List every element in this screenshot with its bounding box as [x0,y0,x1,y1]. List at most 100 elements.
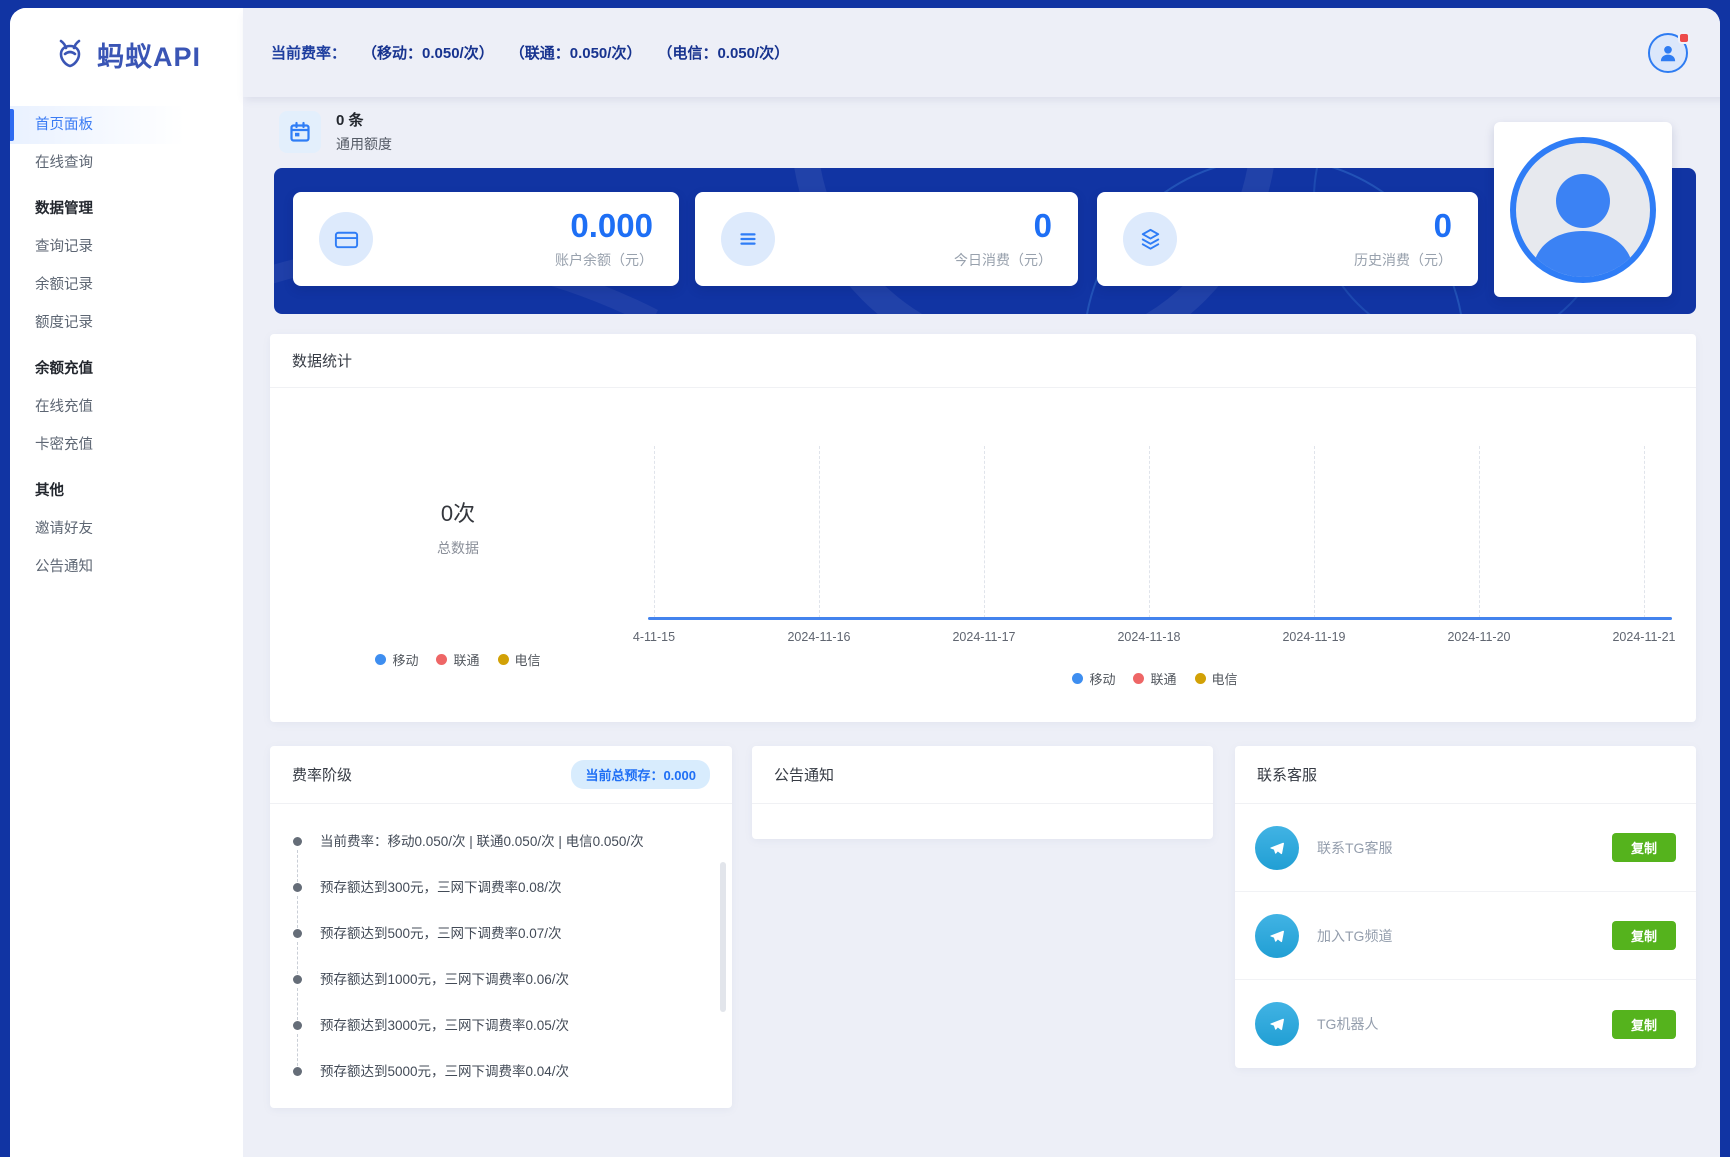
bottom-row: 费率阶级 当前总预存：0.000 当前费率：移动0.050/次 | 联通0.05… [270,746,1696,1108]
legend-dot [497,654,509,665]
current-fee-rates: 当前费率： （移动：0.050/次） （联通：0.050/次） （电信：0.050/… [271,42,789,63]
sidebar-item[interactable]: 公告通知 [35,559,93,575]
stats-banner: 0.000 账户余额（元） 0 今日消费（元） [274,122,1696,314]
layers-icon [1123,212,1177,266]
x-axis-label: 2024-11-21 [1612,630,1676,644]
gridline [984,446,985,618]
sidebar-item[interactable]: 额度记录 [35,315,93,331]
chart-legend-left: 移动 联通 电信 [270,650,646,669]
notice-header: 公告通知 [752,746,1213,804]
legend-dot [375,654,387,665]
copy-button[interactable]: 复制 [1611,921,1676,950]
support-header: 联系客服 [1235,746,1696,804]
support-list: 联系TG客服 复制 加入TG频道 复制 [1235,804,1696,1068]
fee-label: 当前费率： [271,45,347,62]
gridline [654,446,655,618]
gridline [1149,446,1150,618]
rate-tier-item: 预存额达到300元，三网下调费率0.08/次 [270,878,732,928]
x-axis-label: 4-11-15 [632,630,676,644]
notice-body [752,804,1213,839]
quota-count: 0 条 [336,112,364,129]
rate-tier-item: 预存额达到3000元，三网下调费率0.05/次 [270,1016,732,1066]
profile-avatar-card [1494,122,1672,297]
notification-badge-dot [1678,31,1690,44]
notice-panel: 公告通知 [752,746,1213,839]
fee-rate-segment: （移动：0.050/次） [362,45,494,62]
legend-item[interactable]: 移动 [375,650,418,669]
sidebar-item[interactable]: 首页面板 [10,106,243,144]
calendar-icon [279,110,321,153]
legend-dot [436,654,448,665]
rate-tier-item: 当前费率：移动0.050/次 | 联通0.050/次 | 电信0.050/次 [270,832,732,882]
app-window: 蚂蚁API 首页面板 在线查询 数据管理 查询记录 余额记录 额度记录 余额充值 在线充值 卡密… [10,8,1720,1157]
chart-total-label: 总数据 [437,540,479,556]
person-icon [1532,173,1634,277]
chart-total-block: 0次 总数据 [388,496,528,558]
today-spend-value: 0 [1033,206,1052,244]
support-row: 加入TG频道 复制 [1235,892,1696,980]
sidebar-item[interactable]: 在线充值 [35,399,93,415]
legend-dot [1072,673,1084,684]
sidebar-item[interactable]: 数据管理 [35,201,93,217]
history-spend-value: 0 [1433,206,1452,244]
support-panel: 联系客服 联系TG客服 复制 [1235,746,1696,1068]
support-row: TG机器人 复制 [1235,980,1696,1068]
stat-card-balance: 0.000 账户余额（元） [293,192,679,286]
telegram-icon [1255,1002,1299,1046]
copy-button[interactable]: 复制 [1611,1009,1676,1039]
rate-tier-panel: 费率阶级 当前总预存：0.000 当前费率：移动0.050/次 | 联通0.05… [270,746,732,1108]
rate-tier-header: 费率阶级 当前总预存：0.000 [270,746,732,804]
x-axis-label: 2024-11-20 [1447,630,1511,644]
sidebar-item[interactable]: 查询记录 [35,239,93,255]
topbar: 当前费率： （移动：0.050/次） （联通：0.050/次） （电信：0.050/… [243,8,1720,97]
data-statistics-panel: 数据统计 0次 总数据 4-11-15 2024-11-16 2024-11-17 2… [270,334,1696,722]
support-title: 联系客服 [1257,767,1318,784]
legend-item[interactable]: 移动 [1072,669,1115,688]
legend-label: 移动 [392,653,419,668]
telegram-icon [1255,913,1299,958]
chart-area: 0次 总数据 4-11-15 2024-11-16 2024-11-17 2024-1… [270,388,1696,722]
sidebar-item[interactable]: 余额记录 [35,277,93,293]
sidebar-item[interactable]: 邀请好友 [35,521,93,537]
chart-title: 数据统计 [292,353,353,370]
telegram-icon [1255,825,1299,870]
sidebar-item[interactable]: 卡密充值 [35,437,93,453]
legend-item[interactable]: 电信 [497,650,541,669]
today-spend-label: 今日消费（元） [954,251,1052,268]
chart-legend-bottom: 移动 联通 电信 [990,669,1320,688]
rate-tier-item: 预存额达到1000元，三网下调费率0.06/次 [270,970,732,1020]
x-axis-line [648,617,1672,620]
legend-item[interactable]: 电信 [1194,669,1238,688]
sidebar: 蚂蚁API 首页面板 在线查询 数据管理 查询记录 余额记录 额度记录 余额充值 在线充值 卡密… [10,8,243,1157]
rate-tier-item: 预存额达到5000元，三网下调费率0.04/次 [270,1062,732,1082]
support-label: 联系TG客服 [1317,839,1393,856]
ant-logo-icon [59,39,81,68]
notice-title: 公告通知 [774,767,835,784]
support-label: 加入TG频道 [1317,927,1393,944]
x-axis-label: 2024-11-17 [952,630,1016,644]
balance-label: 账户余额（元） [555,251,653,268]
scrollbar-thumb[interactable] [720,862,726,1012]
sidebar-item[interactable]: 在线查询 [35,155,93,171]
gridline [1479,446,1480,618]
sidebar-menu: 首页面板在线查询数据管理查询记录余额记录额度记录余额充值在线充值卡密充值其他邀请… [10,100,243,586]
x-axis-label: 2024-11-18 [1117,630,1181,644]
gridline [1644,446,1645,618]
credit-card-icon [319,212,373,266]
sidebar-item[interactable]: 余额充值 [35,361,93,377]
history-spend-label: 历史消费（元） [1354,251,1452,268]
user-avatar-button[interactable] [1648,31,1690,73]
legend-label: 移动 [1089,672,1116,687]
stat-card-history: 0 历史消费（元） [1097,192,1478,286]
legend-item[interactable]: 联通 [1133,669,1177,688]
fee-rate-segment: （联通：0.050/次） [509,45,642,62]
quota-summary: 0 条 通用额度 [279,109,1720,154]
stat-card-today: 0 今日消费（元） [695,192,1078,286]
gridline [1314,446,1315,618]
x-axis-label: 2024-11-16 [787,630,851,644]
copy-button[interactable]: 复制 [1611,833,1676,862]
sidebar-item[interactable]: 其他 [35,483,64,499]
rate-tier-title: 费率阶级 [292,767,353,784]
legend-item[interactable]: 联通 [436,650,480,669]
support-row: 联系TG客服 复制 [1235,804,1696,892]
